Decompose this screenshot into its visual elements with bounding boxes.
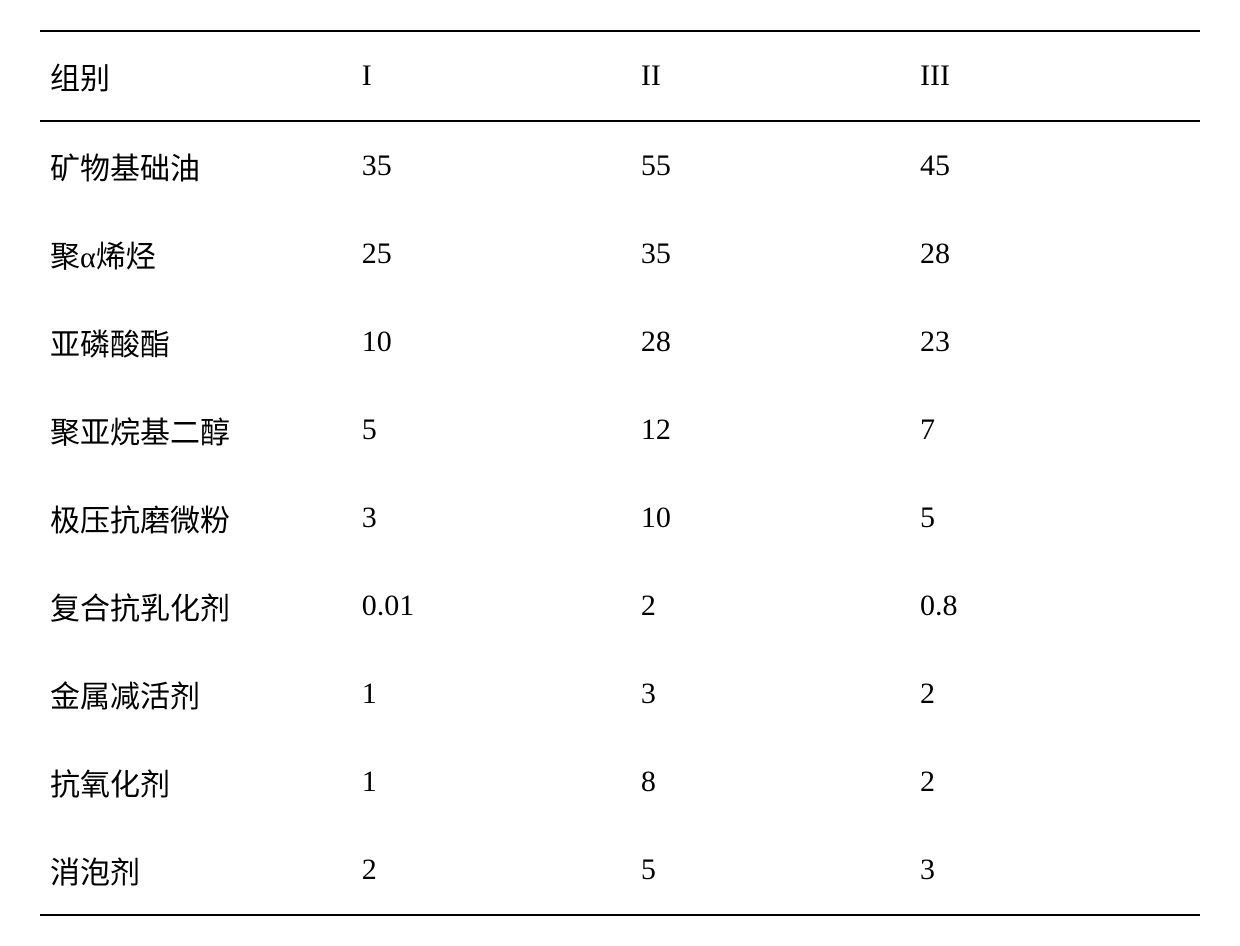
table-row: 亚磷酸酯 10 28 23 bbox=[40, 298, 1200, 386]
cell-value: 1 bbox=[352, 650, 631, 738]
row-label: 复合抗乳化剂 bbox=[40, 562, 352, 650]
table-row: 复合抗乳化剂 0.01 2 0.8 bbox=[40, 562, 1200, 650]
table-row: 消泡剂 2 5 3 bbox=[40, 826, 1200, 915]
cell-value: 10 bbox=[352, 298, 631, 386]
cell-value: 10 bbox=[631, 474, 910, 562]
cell-value: 3 bbox=[631, 650, 910, 738]
col-header-ii: II bbox=[631, 31, 910, 121]
cell-value: 5 bbox=[910, 474, 1200, 562]
cell-value: 0.8 bbox=[910, 562, 1200, 650]
row-label: 亚磷酸酯 bbox=[40, 298, 352, 386]
cell-value: 25 bbox=[352, 210, 631, 298]
row-label: 矿物基础油 bbox=[40, 121, 352, 210]
cell-value: 2 bbox=[631, 562, 910, 650]
table-header-row: 组别 I II III bbox=[40, 31, 1200, 121]
table-row: 极压抗磨微粉 3 10 5 bbox=[40, 474, 1200, 562]
cell-value: 12 bbox=[631, 386, 910, 474]
cell-value: 2 bbox=[352, 826, 631, 915]
cell-value: 55 bbox=[631, 121, 910, 210]
row-label: 抗氧化剂 bbox=[40, 738, 352, 826]
cell-value: 1 bbox=[352, 738, 631, 826]
cell-value: 2 bbox=[910, 650, 1200, 738]
cell-value: 3 bbox=[352, 474, 631, 562]
cell-value: 35 bbox=[352, 121, 631, 210]
col-header-i: I bbox=[352, 31, 631, 121]
row-label: 消泡剂 bbox=[40, 826, 352, 915]
cell-value: 23 bbox=[910, 298, 1200, 386]
row-label: 金属减活剂 bbox=[40, 650, 352, 738]
cell-value: 5 bbox=[631, 826, 910, 915]
table-row: 聚亚烷基二醇 5 12 7 bbox=[40, 386, 1200, 474]
row-label: 聚α烯烃 bbox=[40, 210, 352, 298]
cell-value: 45 bbox=[910, 121, 1200, 210]
row-label: 聚亚烷基二醇 bbox=[40, 386, 352, 474]
composition-table: 组别 I II III 矿物基础油 35 55 45 聚α烯烃 25 35 28… bbox=[40, 30, 1200, 916]
cell-value: 5 bbox=[352, 386, 631, 474]
row-label: 极压抗磨微粉 bbox=[40, 474, 352, 562]
cell-value: 35 bbox=[631, 210, 910, 298]
col-header-group: 组别 bbox=[40, 31, 352, 121]
cell-value: 28 bbox=[910, 210, 1200, 298]
cell-value: 0.01 bbox=[352, 562, 631, 650]
table-row: 聚α烯烃 25 35 28 bbox=[40, 210, 1200, 298]
cell-value: 3 bbox=[910, 826, 1200, 915]
table-row: 矿物基础油 35 55 45 bbox=[40, 121, 1200, 210]
cell-value: 8 bbox=[631, 738, 910, 826]
cell-value: 28 bbox=[631, 298, 910, 386]
table-row: 金属减活剂 1 3 2 bbox=[40, 650, 1200, 738]
col-header-iii: III bbox=[910, 31, 1200, 121]
cell-value: 7 bbox=[910, 386, 1200, 474]
cell-value: 2 bbox=[910, 738, 1200, 826]
table-row: 抗氧化剂 1 8 2 bbox=[40, 738, 1200, 826]
